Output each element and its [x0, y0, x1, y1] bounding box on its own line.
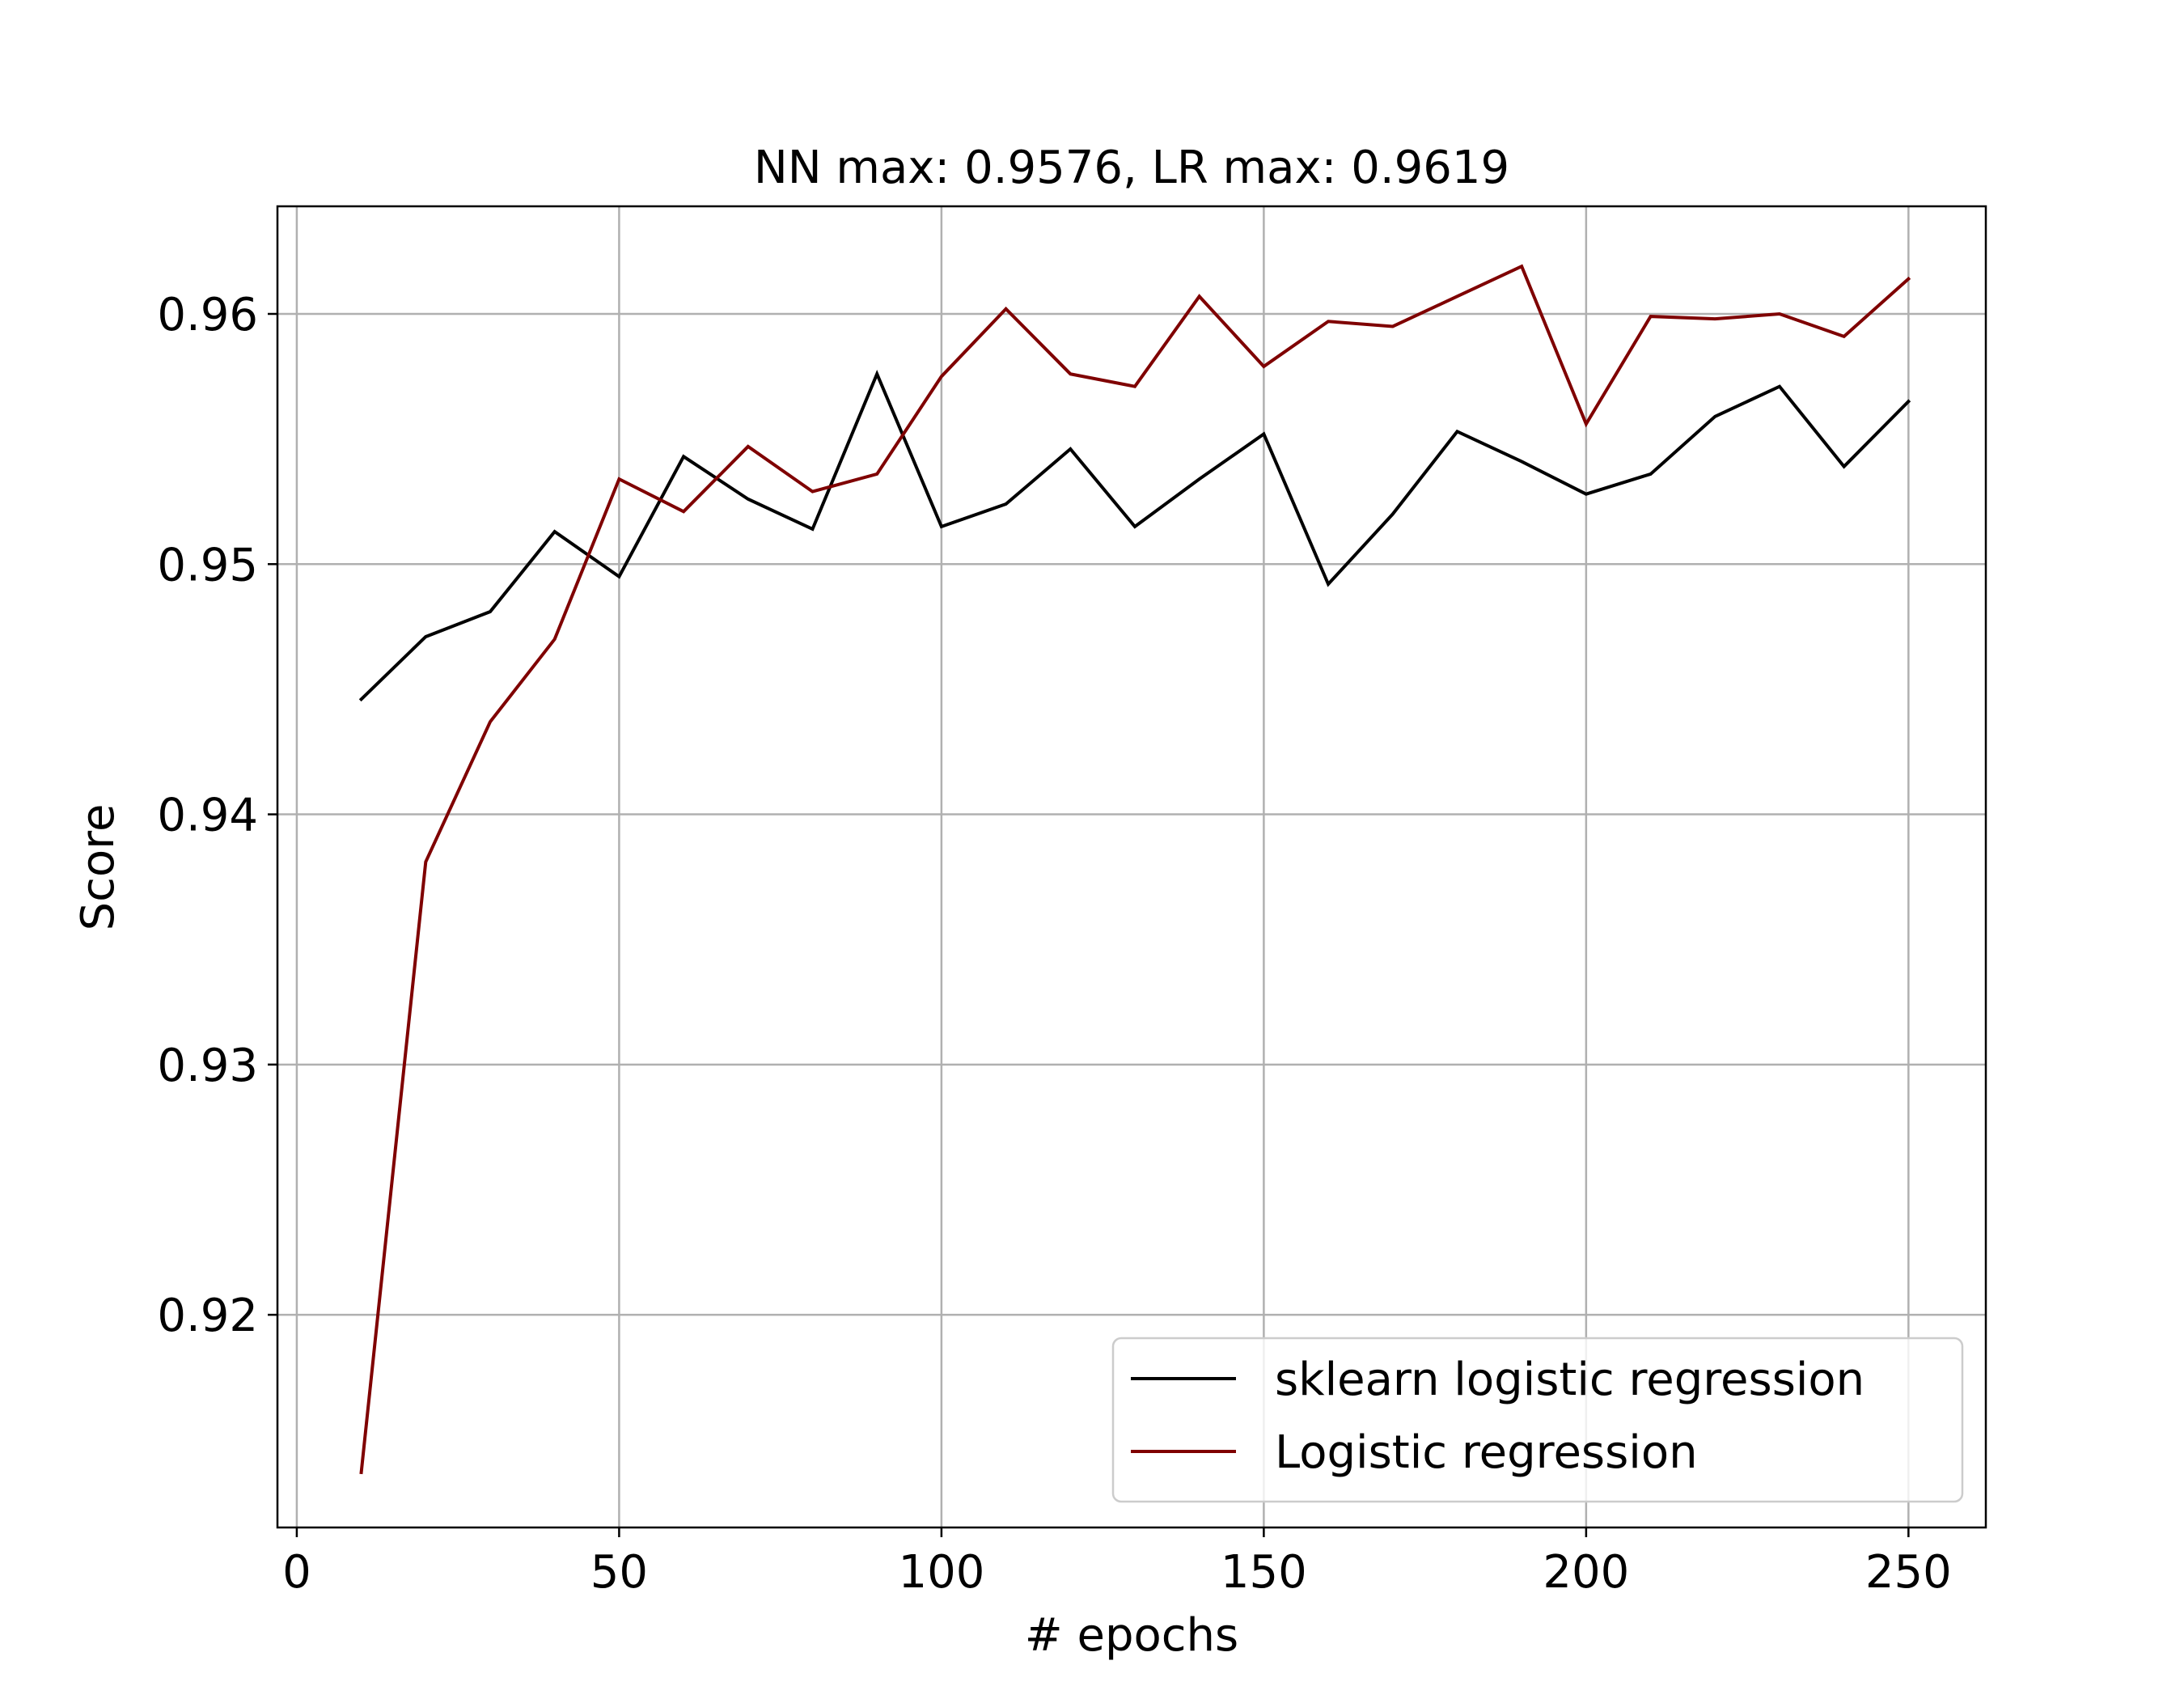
- x-axis-title: # epochs: [1025, 1609, 1238, 1662]
- series-line-sklearn-logistic-regression: [358, 370, 1911, 702]
- y-axis-ticks: 0.92 0.93 0.94 0.95 0.96: [157, 289, 277, 1342]
- x-tick-label: 0: [282, 1546, 311, 1599]
- series-line-logistic-regression: [359, 264, 1911, 1475]
- x-tick-label: 250: [1865, 1546, 1952, 1599]
- chart-title: NN max: 0.9576, LR max: 0.9619: [754, 142, 1509, 194]
- x-axis-ticks: 0 50 100 150 200 250: [282, 1527, 1952, 1599]
- y-axis-title: Score: [72, 804, 125, 931]
- grid-lines: [277, 206, 1986, 1527]
- legend-label-sklearn-logistic-regression: sklearn logistic regression: [1275, 1354, 1864, 1406]
- y-tick-label: 0.92: [157, 1290, 258, 1342]
- x-tick-label: 50: [590, 1546, 648, 1599]
- plot-area-frame: [276, 205, 1987, 1529]
- y-tick-label: 0.96: [157, 289, 258, 341]
- x-tick-label: 100: [898, 1546, 984, 1599]
- x-tick-label: 200: [1543, 1546, 1629, 1599]
- y-tick-label: 0.94: [157, 790, 258, 842]
- legend: sklearn logistic regression Logistic reg…: [1111, 1337, 1964, 1503]
- series-lines: [358, 264, 1911, 1475]
- y-tick-label: 0.95: [157, 539, 258, 591]
- legend-label-logistic-regression: Logistic regression: [1275, 1426, 1698, 1479]
- legend-box: [1111, 1337, 1964, 1503]
- y-tick-label: 0.93: [157, 1040, 258, 1092]
- x-tick-label: 150: [1221, 1546, 1307, 1599]
